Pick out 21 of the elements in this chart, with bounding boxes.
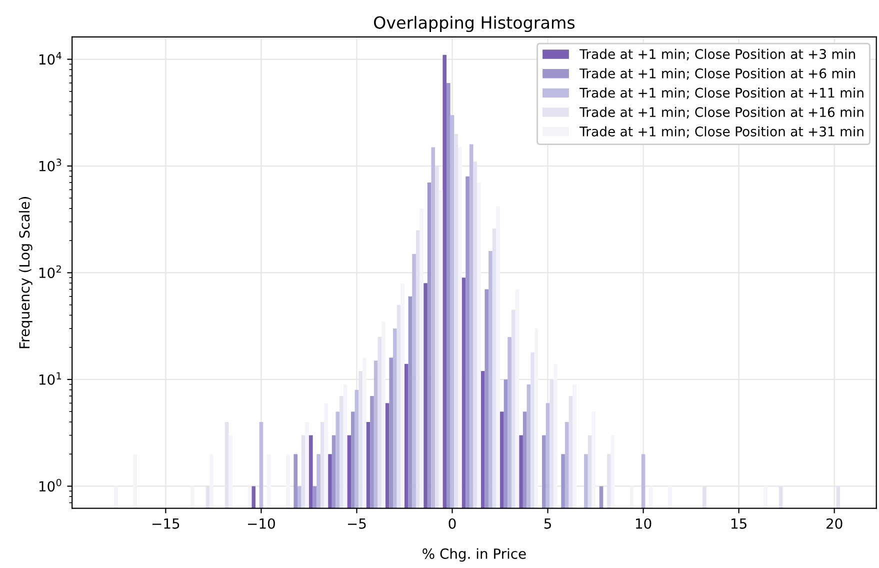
legend-label: Trade at +1 min; Close Position at +31 min — [579, 126, 864, 138]
x-tick-label: 10 — [636, 518, 652, 529]
y-axis-title: Frequency (Log Scale) — [18, 197, 32, 348]
x-tick-label: −15 — [152, 518, 180, 529]
x-tick-label: −5 — [348, 518, 366, 529]
x-axis-title: % Chg. in Price — [422, 548, 526, 562]
legend-label: Trade at +1 min; Close Position at +11 min — [579, 88, 864, 100]
legend-label: Trade at +1 min; Close Position at +6 min — [579, 68, 855, 80]
x-tick-label: 0 — [448, 518, 456, 529]
legend-label: Trade at +1 min; Close Position at +3 min — [579, 48, 855, 60]
y-tick-label: 10$^{2}$ — [39, 265, 61, 278]
y-tick-label: 10$^{3}$ — [39, 158, 62, 172]
y-tick-label: 10$^{4}$ — [39, 52, 62, 65]
y-tick-label: 10$^{1}$ — [39, 372, 62, 385]
x-tick-label: 15 — [732, 518, 746, 529]
x-tick-label: −10 — [248, 518, 275, 529]
y-tick-label: 10$^{0}$ — [39, 478, 62, 492]
chart-title: Overlapping Histograms — [374, 16, 575, 32]
x-tick-label: 20 — [826, 518, 842, 529]
legend-label: Trade at +1 min; Close Position at +16 min — [579, 106, 864, 118]
x-tick-label: 5 — [544, 518, 551, 529]
